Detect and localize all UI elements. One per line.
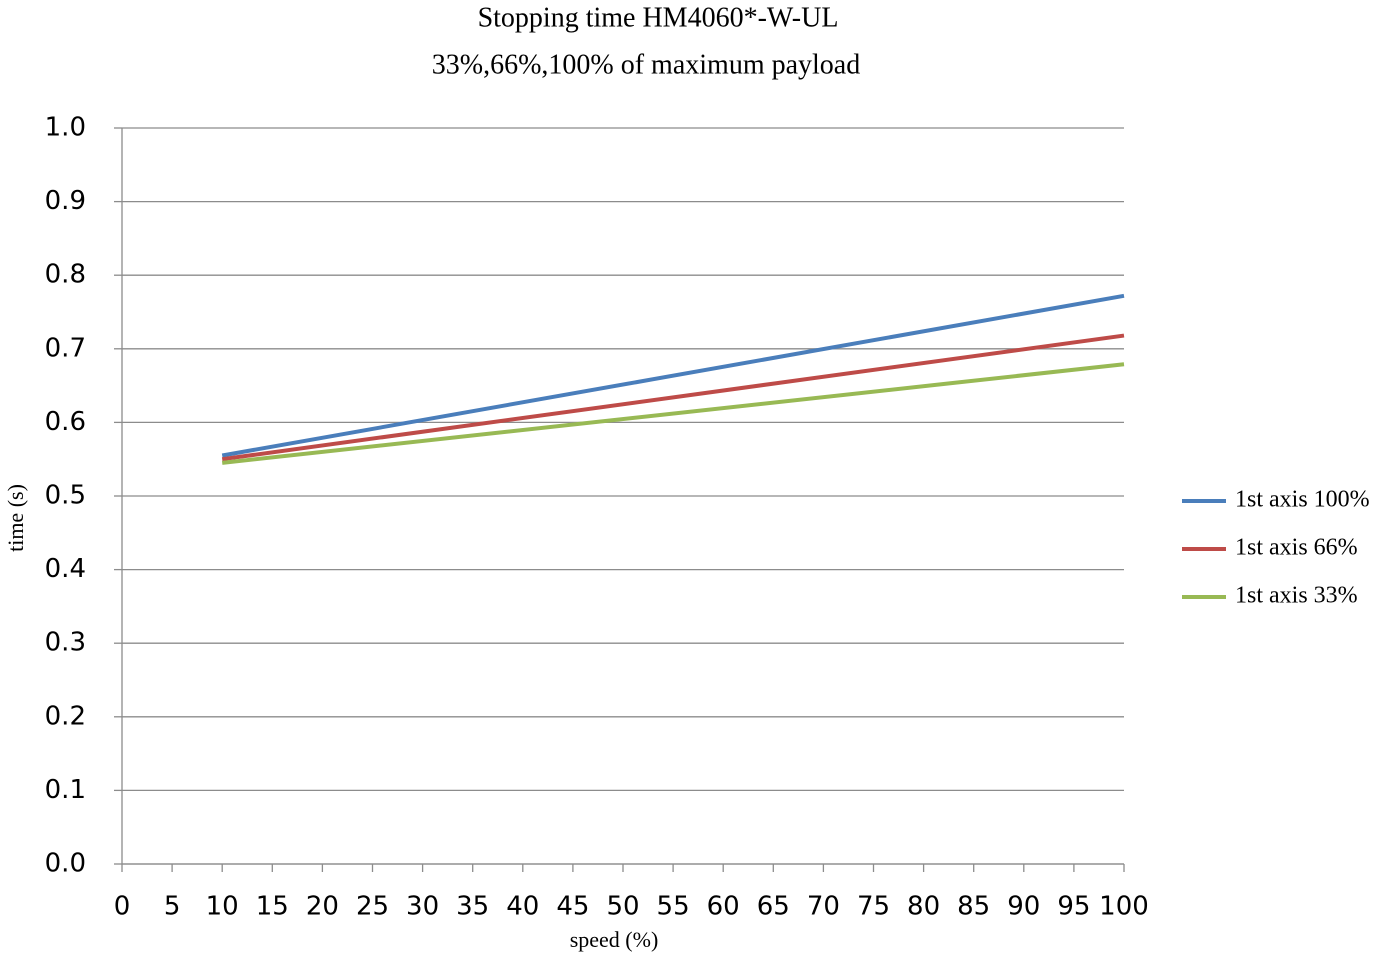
x-tick-label: 95 bbox=[1057, 892, 1090, 922]
y-axis-label: time (s) bbox=[3, 484, 28, 552]
x-tick-label: 80 bbox=[907, 892, 940, 922]
x-tick-label: 100 bbox=[1099, 892, 1149, 922]
x-tick-label: 10 bbox=[206, 892, 239, 922]
x-tick-label: 85 bbox=[957, 892, 990, 922]
y-tick-label: 0.1 bbox=[45, 775, 86, 805]
x-tick-label: 60 bbox=[707, 892, 740, 922]
series-line bbox=[221, 362, 1125, 465]
x-tick-label: 70 bbox=[807, 892, 840, 922]
x-tick-label: 25 bbox=[356, 892, 389, 922]
y-tick-label: 0.3 bbox=[45, 628, 86, 658]
chart-title: Stopping time HM4060*-W-UL bbox=[478, 2, 839, 33]
y-tick-label: 0.4 bbox=[45, 554, 86, 584]
x-tick-label: 15 bbox=[256, 892, 289, 922]
y-tick-label: 0.5 bbox=[45, 481, 86, 511]
y-tick-label: 0.0 bbox=[45, 849, 86, 879]
x-tick-label: 40 bbox=[506, 892, 539, 922]
y-tick-label: 0.7 bbox=[45, 333, 86, 363]
x-axis-label: speed (%) bbox=[570, 927, 659, 952]
legend-label: 1st axis 33% bbox=[1235, 583, 1358, 609]
legend-label: 1st axis 100% bbox=[1235, 487, 1370, 513]
x-tick-label: 20 bbox=[306, 892, 339, 922]
x-tick-label: 65 bbox=[757, 892, 790, 922]
y-tick-label: 1.0 bbox=[45, 113, 86, 143]
y-tick-label: 0.8 bbox=[45, 260, 86, 290]
x-tick-label: 50 bbox=[606, 892, 639, 922]
y-tick-label: 0.9 bbox=[45, 186, 86, 216]
x-tick-label: 75 bbox=[857, 892, 890, 922]
y-tick-label: 0.2 bbox=[45, 701, 86, 731]
x-tick-label: 45 bbox=[556, 892, 589, 922]
series-line bbox=[221, 293, 1125, 458]
x-tick-label: 55 bbox=[657, 892, 690, 922]
x-tick-label: 90 bbox=[1007, 892, 1040, 922]
x-tick-label: 5 bbox=[164, 892, 181, 922]
series-line bbox=[221, 333, 1125, 462]
chart-subtitle: 33%,66%,100% of maximum payload bbox=[432, 49, 860, 80]
x-tick-label: 0 bbox=[114, 892, 131, 922]
x-tick-label: 30 bbox=[406, 892, 439, 922]
x-tick-label: 35 bbox=[456, 892, 489, 922]
y-tick-label: 0.6 bbox=[45, 407, 86, 437]
legend-label: 1st axis 66% bbox=[1235, 535, 1358, 561]
